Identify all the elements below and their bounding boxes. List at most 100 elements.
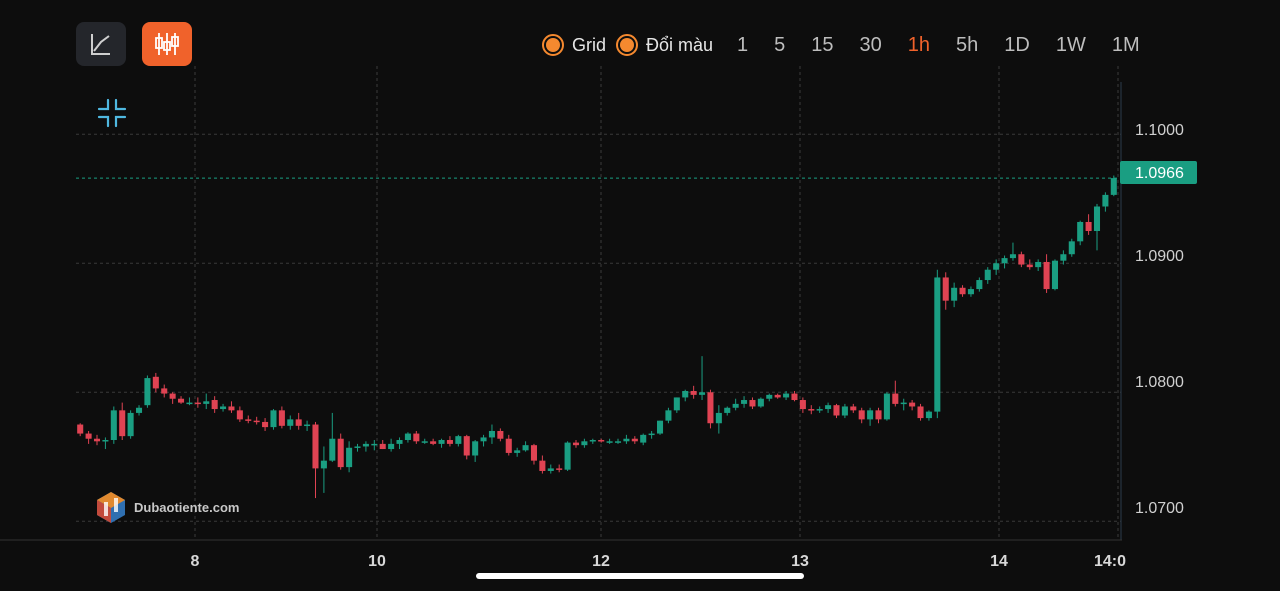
candle — [354, 443, 361, 452]
candlestick-button[interactable] — [142, 22, 192, 66]
y-tick-label: 1.0900 — [1135, 248, 1184, 265]
candle-body-down — [909, 402, 916, 407]
candle — [665, 407, 672, 424]
candle-body-up — [329, 438, 336, 461]
candle — [867, 407, 874, 426]
candle — [135, 405, 143, 416]
candle — [556, 464, 563, 473]
x-tick-label: 8 — [191, 553, 200, 570]
candle-body-down — [556, 468, 563, 470]
candle — [808, 405, 815, 415]
candle-body-down — [253, 420, 260, 423]
candle — [783, 390, 790, 401]
candle-body-up — [741, 400, 748, 404]
candle-body-down — [808, 409, 815, 411]
timeframe-30[interactable]: 30 — [859, 33, 882, 56]
candle-body-up — [984, 269, 991, 281]
candle-body-up — [757, 398, 764, 407]
color-toggle[interactable]: Đổi màu — [616, 34, 713, 56]
candle-body-up — [640, 434, 647, 443]
watermark: Dubaotiente.com — [94, 490, 239, 524]
candle-body-up — [388, 443, 395, 450]
radio-dot-icon — [616, 34, 639, 56]
candle-body-down — [119, 410, 126, 437]
candle-body-up — [1051, 260, 1059, 290]
candle — [909, 400, 916, 411]
line-chart-button[interactable] — [76, 22, 126, 66]
candle-body-up — [581, 441, 588, 446]
candle — [304, 420, 311, 431]
candle-body-down — [942, 277, 949, 301]
x-tick-label: 12 — [592, 553, 610, 570]
candle — [976, 277, 983, 292]
candle — [127, 410, 134, 439]
candle-body-up — [480, 437, 487, 442]
candle-body-down — [93, 438, 101, 442]
candle-body-down — [539, 460, 546, 471]
timeframe-5[interactable]: 5 — [774, 33, 786, 56]
candle — [312, 421, 319, 499]
timeframe-1[interactable]: 1 — [737, 33, 749, 56]
candle — [572, 440, 580, 448]
candle — [699, 356, 706, 401]
y-tick-label: 1.0700 — [1135, 500, 1184, 517]
candle — [598, 438, 605, 443]
candle — [858, 407, 865, 424]
candle — [362, 441, 369, 452]
candle — [93, 434, 101, 446]
candle — [1060, 250, 1067, 265]
timeframe-1h[interactable]: 1h — [907, 33, 931, 56]
candle-body-down — [774, 394, 781, 398]
candle — [1035, 259, 1042, 272]
candle-body-down — [430, 441, 437, 444]
candle-body-up — [867, 410, 874, 420]
candles — [77, 175, 1117, 499]
candle-body-up — [547, 468, 554, 471]
home-indicator — [476, 573, 804, 579]
candle-body-up — [766, 394, 773, 399]
timeframe-1m[interactable]: 1M — [1111, 33, 1140, 56]
timeframe-1d[interactable]: 1D — [1004, 33, 1030, 56]
grid-toggle[interactable]: Grid — [542, 34, 606, 56]
candle — [110, 406, 117, 444]
watermark-text: Dubaotiente.com — [134, 499, 240, 515]
x-axis: 8 10 12 13 14 14:0 — [191, 553, 1127, 570]
candle-body-down — [631, 438, 638, 442]
candle — [833, 403, 840, 419]
x-tick-label: 13 — [791, 553, 809, 570]
timeframe-1w[interactable]: 1W — [1055, 33, 1086, 56]
candle-body-up — [371, 443, 378, 446]
candle-body-up — [673, 397, 680, 411]
candle-body-up — [665, 410, 672, 421]
candle-body-down — [413, 433, 420, 442]
candle — [959, 285, 966, 297]
candle-body-down — [1026, 264, 1033, 268]
candle — [379, 440, 386, 450]
candle-body-up — [404, 433, 411, 441]
timeframe-15[interactable]: 15 — [811, 33, 834, 56]
candle — [102, 437, 109, 450]
candle — [463, 434, 470, 460]
candle — [951, 282, 958, 308]
candle-body-up — [715, 412, 722, 424]
candle-body-up — [606, 441, 613, 443]
candle-body-down — [228, 406, 235, 411]
candle — [480, 434, 487, 447]
candle — [934, 269, 941, 419]
collapse-icon[interactable] — [97, 98, 127, 128]
candle-body-down — [530, 445, 538, 461]
candle — [497, 428, 504, 442]
timeframe-5h[interactable]: 5h — [956, 33, 979, 56]
candle-body-up — [362, 443, 369, 447]
candle-body-up — [783, 393, 790, 398]
candle-body-up — [564, 442, 571, 470]
candle — [547, 464, 554, 474]
candle-body-down — [77, 424, 84, 434]
candle — [178, 396, 185, 404]
candle-body-up — [1060, 254, 1067, 261]
candle — [766, 393, 773, 402]
candle — [85, 430, 92, 444]
candle — [203, 393, 210, 410]
candle-body-down — [446, 440, 453, 444]
